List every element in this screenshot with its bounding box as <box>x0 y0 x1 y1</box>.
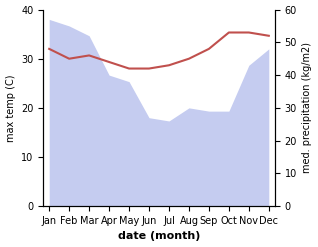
Y-axis label: max temp (C): max temp (C) <box>5 74 16 142</box>
X-axis label: date (month): date (month) <box>118 231 200 242</box>
Y-axis label: med. precipitation (kg/m2): med. precipitation (kg/m2) <box>302 42 313 173</box>
